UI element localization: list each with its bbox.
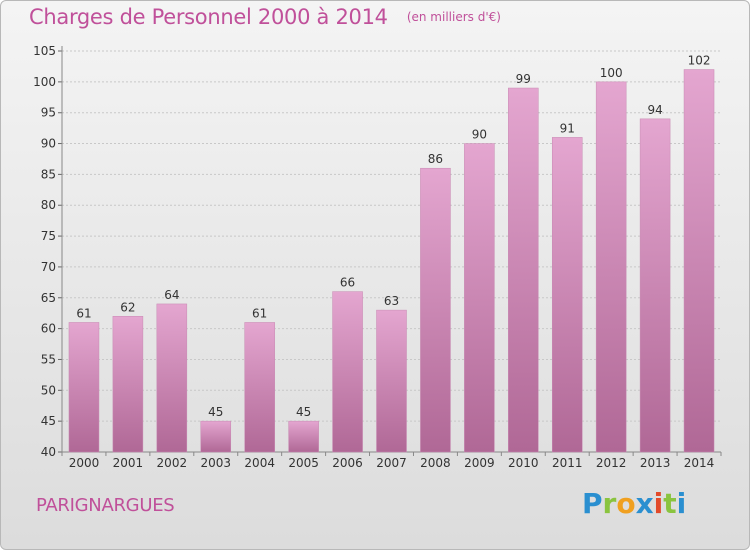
y-tick-label: 90 [41, 137, 56, 151]
data-label-2003: 45 [208, 405, 223, 419]
bar-2010 [508, 87, 539, 453]
x-tick-label-2001: 2001 [113, 456, 144, 470]
bar-2006 [332, 291, 363, 453]
y-tick-label: 85 [41, 167, 56, 181]
x-tick-label-2010: 2010 [508, 456, 539, 470]
bar-2013 [639, 118, 671, 453]
x-tick-label-2012: 2012 [596, 456, 627, 470]
y-tick-label: 60 [41, 322, 56, 336]
x-tick-label-2002: 2002 [157, 456, 188, 470]
data-label-2014: 102 [688, 54, 711, 68]
bar-2005 [288, 420, 319, 453]
bar-2007 [376, 309, 407, 453]
bar-2009 [464, 143, 495, 453]
logo-letter: i [676, 487, 687, 520]
data-label-2004: 61 [252, 306, 267, 320]
y-tick-label: 75 [41, 229, 56, 243]
logo-letter: P [582, 487, 603, 520]
y-tick-label: 105 [33, 44, 56, 58]
x-tick-label-2000: 2000 [69, 456, 100, 470]
bar-2003 [200, 420, 232, 453]
data-label-2011: 91 [560, 121, 575, 135]
bar-2001 [112, 316, 144, 453]
bar-2002 [156, 303, 188, 453]
data-labels: 61 62 64 45 61 45 66 63 86 90 99 91 100 94 102 [76, 54, 710, 420]
data-label-2001: 62 [120, 300, 135, 314]
x-tick-label-2006: 2006 [332, 456, 363, 470]
axes: 40 45 50 55 60 65 70 75 80 85 90 95 100 105 2000 2001 20… [33, 44, 722, 470]
x-tick-label-2007: 2007 [376, 456, 407, 470]
logo-letter: o [616, 487, 636, 520]
bar-2012 [595, 81, 627, 453]
x-tick-label-2003: 2003 [200, 456, 231, 470]
y-tick-label: 55 [41, 352, 56, 366]
y-tick-label: 100 [33, 75, 56, 89]
data-label-2008: 86 [428, 152, 443, 166]
data-label-2009: 90 [472, 128, 487, 142]
x-tick-label-2011: 2011 [552, 456, 583, 470]
x-tick-label-2004: 2004 [244, 456, 275, 470]
y-tick-label: 45 [41, 414, 56, 428]
data-label-2002: 64 [164, 288, 179, 302]
x-tick-label-2009: 2009 [464, 456, 495, 470]
chart-title-unit: (en milliers d'€) [406, 10, 501, 24]
data-label-2010: 99 [516, 72, 531, 86]
data-label-2007: 63 [384, 294, 399, 308]
x-tick-label-2005: 2005 [288, 456, 319, 470]
logo-letter: x [635, 487, 654, 520]
proxiti-logo[interactable]: Proxiti [582, 487, 686, 520]
y-tick-label: 70 [41, 260, 56, 274]
bars [68, 69, 715, 453]
x-tick-label-2013: 2013 [640, 456, 671, 470]
logo-letter: t [663, 487, 677, 520]
data-label-2006: 66 [340, 276, 355, 290]
data-label-2012: 100 [600, 66, 623, 80]
bar-2011 [551, 137, 583, 453]
bar-2004 [244, 322, 275, 453]
logo-letter: r [602, 487, 617, 520]
y-tick-label: 95 [41, 106, 56, 120]
data-label-2000: 61 [76, 306, 91, 320]
chart-title-main: Charges de Personnel 2000 à 2014 [29, 5, 388, 29]
bar-2000 [68, 322, 100, 453]
data-label-2005: 45 [296, 405, 311, 419]
chart-title: Charges de Personnel 2000 à 2014 (en mil… [29, 5, 501, 35]
logo-letter: i [653, 487, 664, 520]
y-tick-label: 40 [41, 445, 56, 459]
x-tick-label-2008: 2008 [420, 456, 451, 470]
bar-2014 [683, 69, 715, 453]
data-label-2013: 94 [647, 103, 662, 117]
y-tick-label: 50 [41, 383, 56, 397]
y-tick-label: 80 [41, 198, 56, 212]
y-tick-label: 65 [41, 291, 56, 305]
commune-name: PARIGNARGUES [36, 495, 175, 516]
x-tick-label-2014: 2014 [684, 456, 715, 470]
bar-2008 [420, 167, 451, 453]
